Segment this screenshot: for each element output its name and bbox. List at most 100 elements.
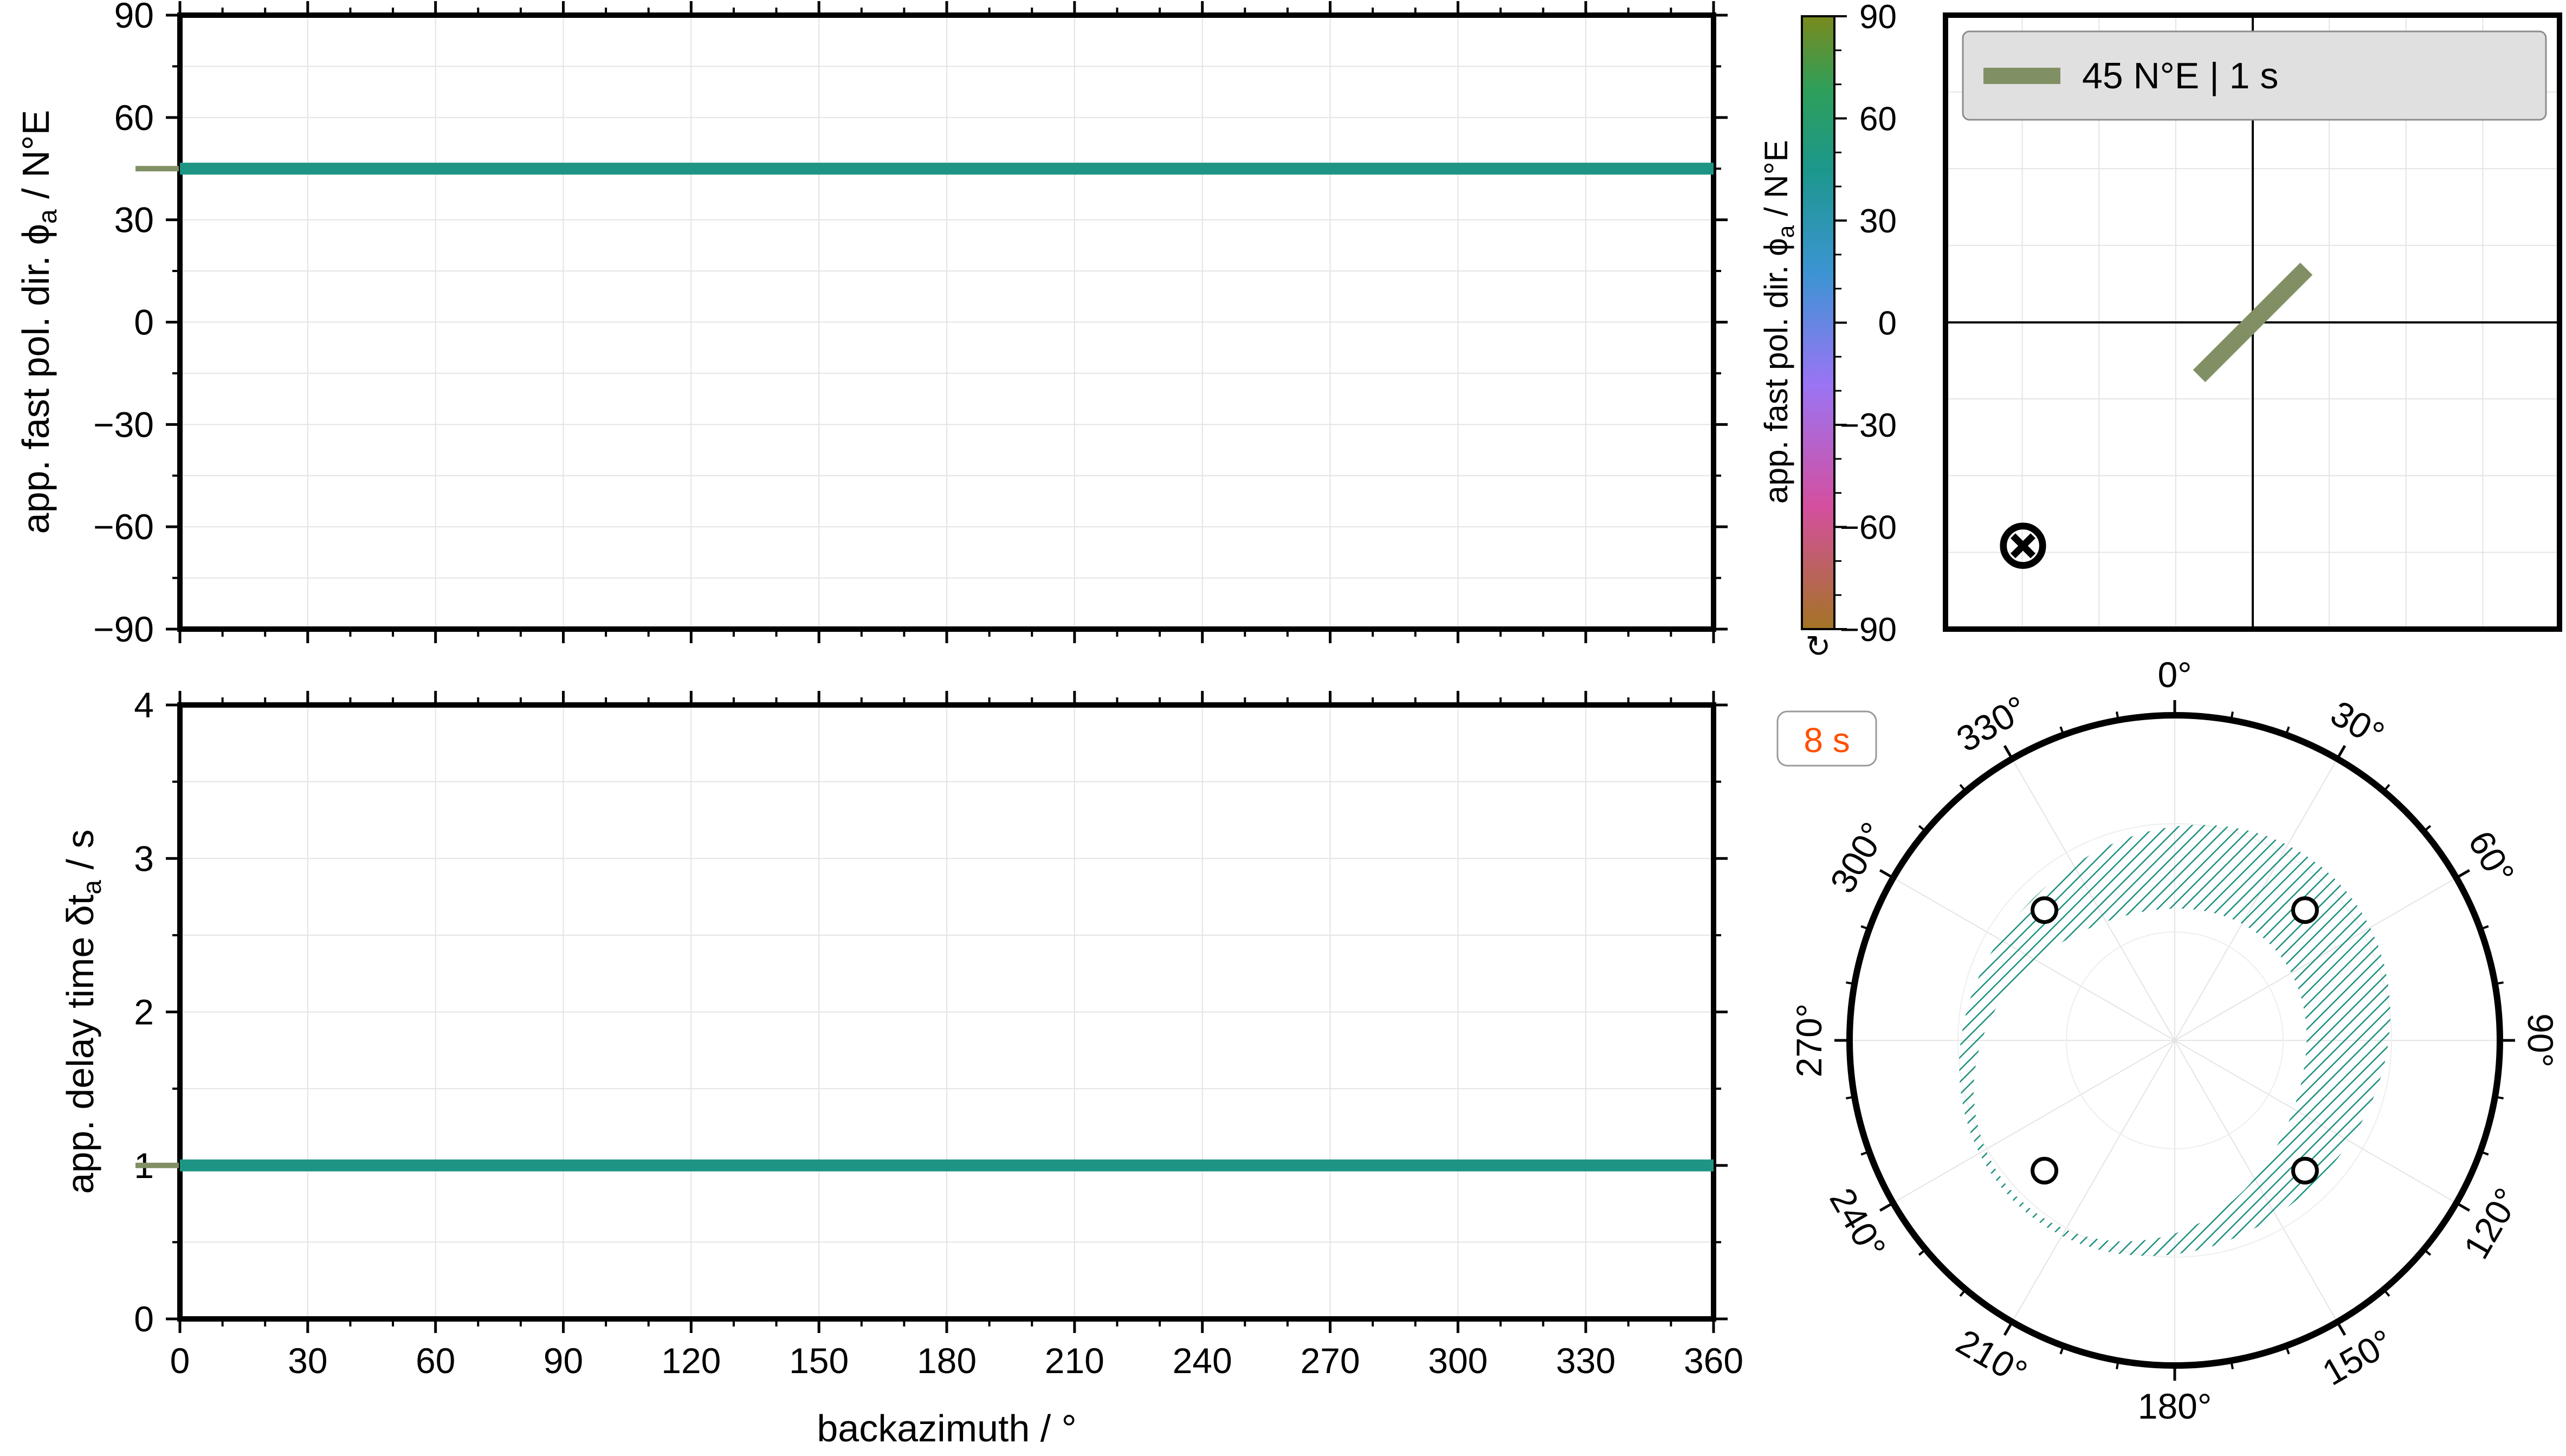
y-tick-label: 0 [134, 1299, 154, 1339]
x-tick-label: 150 [789, 1341, 849, 1381]
y-tick-label: −60 [93, 507, 154, 547]
polar-tick [1918, 1248, 1927, 1256]
polar-null-marker [2291, 896, 2319, 924]
phi-grid [179, 15, 1714, 630]
polar-tick [1959, 784, 1967, 792]
x-tick-label: 300 [1428, 1341, 1488, 1381]
colorbar: 90 60 30 0 −30 −60 −90 app. fast pol. dir. ϕa … [1758, 0, 1897, 663]
polar-panel: 0° 30° 60° 90° 120° 150° 180° 210° 240° 270° 300° 3… [1789, 655, 2561, 1426]
polar-tick [2336, 745, 2347, 760]
y-tick-label: −30 [93, 404, 154, 444]
phi-ticks: 90 60 30 0 −30 −60 −90 [93, 0, 1728, 649]
period-badge: 8 s [1776, 710, 1877, 767]
polar-tick [1879, 869, 1894, 879]
polar-angle-label: 120° [2455, 1181, 2527, 1265]
polar-tick [1879, 1201, 1894, 1212]
colorbar-tick-label: −60 [1840, 509, 1897, 547]
polar-angle-label: 240° [1822, 1181, 1893, 1265]
x-tick-label: 210 [1045, 1341, 1104, 1381]
polar-tick [2285, 1345, 2290, 1355]
polar-tick [2230, 711, 2234, 721]
colorbar-tick-label: −30 [1840, 407, 1897, 444]
x-tick-label: 180 [917, 1341, 977, 1381]
phi-ylabel: app. fast pol. dir. ϕa / N°E [15, 110, 62, 534]
dt-xlabel: backazimuth / ° [817, 1407, 1076, 1449]
polar-tick [2423, 1248, 2432, 1256]
propagation-into-page-icon: ⊗ [1994, 504, 2053, 583]
colorbar-tick-label: 90 [1859, 0, 1897, 36]
polar-tick [2423, 825, 2432, 832]
polar-angle-label: 30° [2324, 693, 2391, 754]
polar-tick [2383, 1289, 2390, 1297]
polar-null-markers [2031, 896, 2319, 1185]
dt-grid [179, 704, 1714, 1319]
period-badge-label: 8 s [1804, 721, 1850, 760]
polar-angle-label: 0° [2157, 655, 2192, 695]
polar-tick [2285, 726, 2290, 735]
polar-tick [1918, 825, 1927, 832]
polar-tick [2336, 1321, 2347, 1336]
polar-tick [1846, 981, 1855, 985]
y-tick-label: 2 [134, 992, 154, 1032]
polar-grid [1850, 715, 2500, 1366]
colorbar-ticks: 90 60 30 0 −30 −60 −90 [1834, 0, 1897, 649]
polar-angle-label: 150° [2316, 1321, 2400, 1393]
x-tick-label: 240 [1173, 1341, 1232, 1381]
x-tick-label: 90 [544, 1341, 583, 1381]
colorbar-tick-label: −90 [1840, 611, 1897, 649]
dt-panel: 030609012015018021024027030033036001234 … [59, 685, 1743, 1449]
phi-panel: 90 60 30 0 −30 −60 −90 app. fast pol. dir. ϕa … [15, 0, 1728, 649]
model-fast-direction-bar [2193, 262, 2313, 383]
polar-null-marker [2031, 1156, 2059, 1185]
polar-tick [2494, 1096, 2504, 1099]
polar-angle-label: 210° [1950, 1321, 2034, 1393]
polar-tick [2003, 745, 2014, 760]
polar-tick [1846, 1096, 1855, 1099]
polar-tick [2230, 1360, 2234, 1369]
x-tick-label: 270 [1300, 1341, 1360, 1381]
colorbar-tick-label: 0 [1878, 305, 1897, 342]
x-tick-label: 120 [661, 1341, 721, 1381]
model-panel: ⊗ 45 N°E | 1 s [1943, 12, 2562, 632]
polar-ticks [1834, 700, 2515, 1381]
polar-tick [1860, 1150, 1870, 1156]
polar-tick [2059, 1345, 2065, 1355]
polar-angle-label: 60° [2461, 824, 2523, 891]
colorbar-label: app. fast pol. dir. ϕa / N°E [1758, 140, 1799, 503]
polar-tick [2383, 784, 2390, 792]
polar-tick [2455, 1201, 2471, 1212]
polar-grid-ring [1957, 823, 2392, 1258]
x-tick-label: 30 [288, 1341, 327, 1381]
polar-angle-label: 180° [2138, 1386, 2212, 1426]
polar-tick [2480, 925, 2489, 930]
polar-null-marker [2031, 896, 2059, 924]
polar-tick [2116, 711, 2119, 721]
polar-angle-label: 330° [1950, 688, 2034, 759]
dt-ylabel: app. delay time δta / s [59, 830, 107, 1194]
y-tick-label: 90 [114, 0, 154, 35]
x-tick-label: 60 [416, 1341, 455, 1381]
polar-grid-spoke [1892, 1040, 2175, 1203]
x-tick-label: 360 [1684, 1341, 1743, 1381]
polar-grid-ring [2066, 931, 2284, 1149]
polar-hatched-region [1959, 825, 2390, 1256]
cyclic-colormap-icon: ↻ [1806, 629, 1831, 663]
y-tick-label: 60 [114, 98, 154, 138]
y-tick-label: −90 [93, 609, 154, 649]
colorbar-gradient [1801, 15, 1835, 630]
polar-tick [2455, 869, 2471, 879]
polar-tick [1959, 1289, 1967, 1297]
colorbar-tick-label: 30 [1859, 203, 1897, 240]
legend-label: 45 N°E | 1 s [2082, 55, 2278, 96]
x-tick-label: 0 [170, 1341, 190, 1381]
polar-grid-spoke [2012, 1040, 2175, 1323]
y-tick-label: 30 [114, 200, 154, 240]
y-tick-label: 4 [134, 685, 154, 725]
polar-tick [2494, 981, 2504, 985]
polar-tick [2116, 1360, 2119, 1369]
polar-tick [2059, 726, 2065, 735]
polar-tick [1860, 925, 1870, 930]
phi-frame [177, 12, 1716, 632]
y-tick-label: 0 [134, 302, 154, 342]
